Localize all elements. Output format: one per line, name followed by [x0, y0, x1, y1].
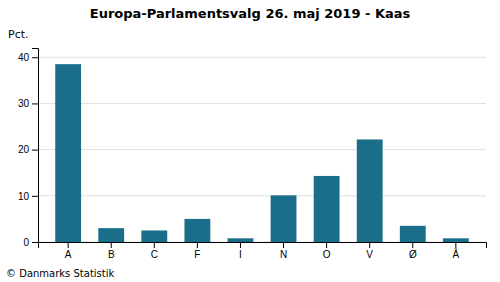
x-tick-mark	[68, 242, 69, 248]
x-axis: ABCFINOVØÅ	[39, 242, 487, 260]
bar	[55, 64, 81, 242]
x-tick-mark	[412, 242, 413, 248]
x-tick: O	[323, 242, 331, 260]
y-tick: 10	[18, 191, 38, 202]
y-tick: 30	[18, 98, 38, 109]
bar	[314, 176, 340, 242]
x-tick: N	[280, 242, 287, 260]
x-tick-mark	[369, 242, 370, 248]
x-tick-mark	[240, 242, 241, 248]
x-tick: I	[239, 242, 242, 260]
x-tick: A	[65, 242, 72, 260]
grid-line	[38, 195, 486, 196]
bar	[141, 230, 167, 242]
x-tick-label: Å	[453, 248, 460, 260]
y-tick-mark	[32, 196, 38, 197]
grid	[38, 57, 486, 242]
y-tick-label: 10	[18, 191, 30, 202]
x-tick: Ø	[409, 242, 417, 260]
y-tick-label: 40	[18, 52, 30, 63]
y-tick-mark	[32, 150, 38, 151]
grid-line	[38, 57, 486, 58]
y-tick: 0	[23, 237, 38, 248]
x-tick-mark	[111, 242, 112, 248]
grid-line	[38, 149, 486, 150]
x-tick-label: Ø	[409, 249, 417, 260]
x-tick: C	[151, 242, 158, 260]
x-tick-label: B	[108, 249, 115, 260]
bar	[271, 195, 297, 242]
y-tick: 20	[18, 144, 38, 155]
x-tick-label: F	[194, 249, 200, 260]
bar	[228, 238, 254, 242]
grid-line	[38, 103, 486, 104]
chart: 0 10 20 30 40 A B C F I N O V Ø Å Pct. Europa-Parlaments…	[0, 0, 500, 282]
x-tick: B	[108, 242, 115, 260]
title: Europa-Parlamentsvalg 26. maj 2019 - Kaa…	[90, 6, 411, 21]
bar	[184, 219, 210, 242]
bars	[55, 64, 469, 242]
bar	[400, 226, 426, 242]
x-tick-mark	[197, 242, 198, 248]
x-tick-mark	[283, 242, 284, 248]
x-tick-label: A	[65, 249, 72, 260]
bar	[443, 238, 469, 242]
y-tick-mark	[32, 242, 38, 243]
x-tick-label: O	[323, 249, 331, 260]
footer: © Danmarks Statistik	[6, 268, 115, 279]
x-tick-label: V	[366, 249, 373, 260]
x-tick-mark	[326, 242, 327, 248]
x-tick-label: C	[151, 249, 158, 260]
x-tick: Å	[453, 242, 460, 260]
y-tick-mark	[32, 57, 38, 58]
x-axis-line	[39, 243, 487, 249]
x-tick: F	[194, 242, 200, 260]
y-tick-label: 0	[23, 237, 29, 248]
x-tick: V	[366, 242, 373, 260]
x-tick-mark	[154, 242, 155, 248]
x-tick-label: I	[239, 249, 242, 260]
y-tick-label: 20	[18, 144, 30, 155]
bar	[357, 139, 383, 242]
y-tick-label: 30	[18, 98, 30, 109]
y-tick: 40	[18, 52, 38, 63]
x-tick-label: N	[280, 249, 287, 260]
plot: 0 10 20 30 40 A B C F I N O V Ø Å	[18, 49, 487, 261]
y-axis-line	[32, 49, 39, 243]
x-tick-mark	[455, 242, 456, 248]
y-tick-mark	[32, 103, 38, 104]
y-axis: 0 10 20 30 40	[18, 49, 39, 248]
y-label: Pct.	[8, 28, 29, 41]
bar	[98, 228, 124, 242]
